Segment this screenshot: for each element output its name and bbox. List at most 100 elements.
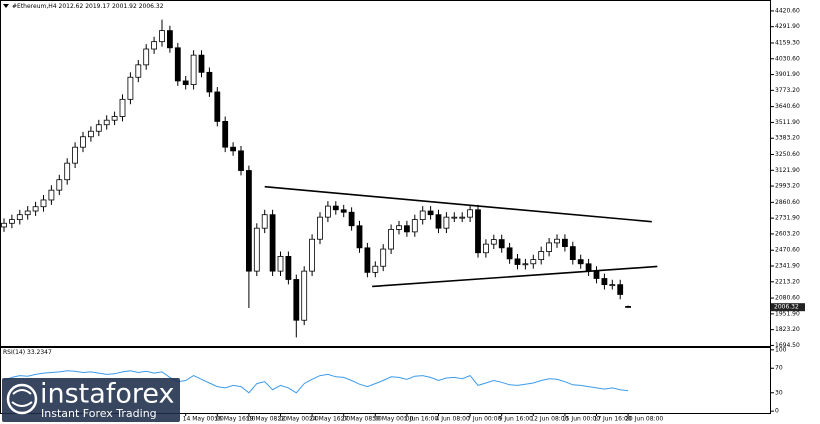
candle-body [451,216,458,219]
candle-body [24,210,31,216]
y-tick-label: 3511.90 [775,119,800,126]
candle-body [380,248,387,267]
indicator-tick-label: 70 [775,365,783,372]
candle-body [182,80,189,86]
candle-body [119,98,126,117]
candle-body [72,146,78,164]
watermark-logo [6,383,38,415]
candle-body [159,30,165,43]
candle-body [372,265,379,273]
trendline [264,185,652,223]
candle-body [143,48,150,66]
y-tick-label: 3640.60 [775,103,800,110]
candle-body [88,130,94,138]
candle-body [285,256,292,280]
y-tick-label: 2731.90 [775,215,800,222]
candle-body [214,91,221,122]
watermark-logo-arcs [11,389,33,407]
x-tick-label: 30 May 00:00 [372,416,413,423]
candle-body [80,136,86,148]
x-tick-label: 4 Jun 08:00 [436,416,470,423]
candle-body [261,214,268,229]
y-tick-label: 2993.20 [775,183,800,190]
y-tick-label: 4030.60 [775,55,800,62]
candle-body [522,263,529,266]
ohlc-close: 2006.32 [139,3,164,10]
candle-body [467,209,474,218]
candle-body [340,209,347,213]
candle-body [482,243,489,254]
candle-body [253,227,260,272]
x-tick-label: 22 May 00:00 [278,416,319,423]
y-tick-label: 1951.90 [775,310,800,317]
y-tick-label: 1694.50 [775,342,800,349]
candle-body [230,146,237,152]
candle-body [174,47,181,82]
candle-body [388,229,395,250]
candle-body [135,64,142,78]
candle-body [411,219,418,233]
indicator-name: RSI(14) [3,349,25,356]
y-tick-label: 2213.20 [775,278,800,285]
indicator-tick-label: 0 [775,408,779,415]
candle-body [356,225,363,249]
candle-body [56,179,63,191]
candle-body [198,54,205,73]
candle-body [530,259,537,265]
y-tick-label: 4420.60 [775,7,800,14]
y-tick-label: 3901.90 [775,71,800,78]
candle-body [498,239,505,249]
candle-body [562,238,568,247]
x-tick-label: 16 May 16:00 [214,416,255,423]
indicator-title: RSI(14) 33.2347 [3,349,52,356]
candle-body [348,211,355,227]
y-tick-label: 4291.90 [775,23,800,30]
candle-body [95,124,102,132]
ohlc-open: 2012.62 [59,3,84,10]
indicator-tick-label: 100 [775,346,787,353]
candle-body [269,214,276,272]
candle-body [625,306,631,308]
candle-body [569,246,576,261]
candle-body [8,219,15,224]
y-tick-label: 2341.90 [775,262,800,269]
y-tick-label: 2603.20 [775,230,800,237]
indicator-tick-label: 30 [775,389,783,396]
candle-body [238,150,244,171]
candle-body [206,71,213,93]
candle-body [166,30,173,49]
candle-body [538,251,545,261]
candle-body [585,263,592,272]
x-tick-label: 14 May 00:00 [183,416,224,423]
candle-body [577,259,584,265]
x-tick-label: 15 Jun 00:00 [562,416,600,423]
candle-body [48,189,55,201]
x-tick-label: 12 Jun 08:00 [530,416,568,423]
candle-body [427,210,434,216]
candle-body [222,121,229,148]
indicator-pane [0,347,771,414]
candle-body [419,210,426,220]
candle-body [293,279,300,321]
candle-body [403,225,410,233]
candle-body [190,54,197,86]
candle-body [396,225,402,230]
y-tick-label: 4159.30 [775,39,800,46]
ohlc-low: 2001.92 [112,3,137,10]
candle-body [609,284,616,287]
candle-body [332,205,339,211]
candle-body [317,216,323,240]
x-tick-label: 19 May 08:00 [246,416,287,423]
candle-body [40,199,47,208]
candle-body [127,76,134,100]
y-tick-label: 2080.60 [775,295,800,302]
candle-body [617,284,624,295]
candle-body [32,206,39,212]
y-tick-label: 2470.60 [775,247,800,254]
menu-icon [3,4,9,8]
symbol: #Ethereum,H4 [12,3,57,10]
candle-body [364,247,371,273]
